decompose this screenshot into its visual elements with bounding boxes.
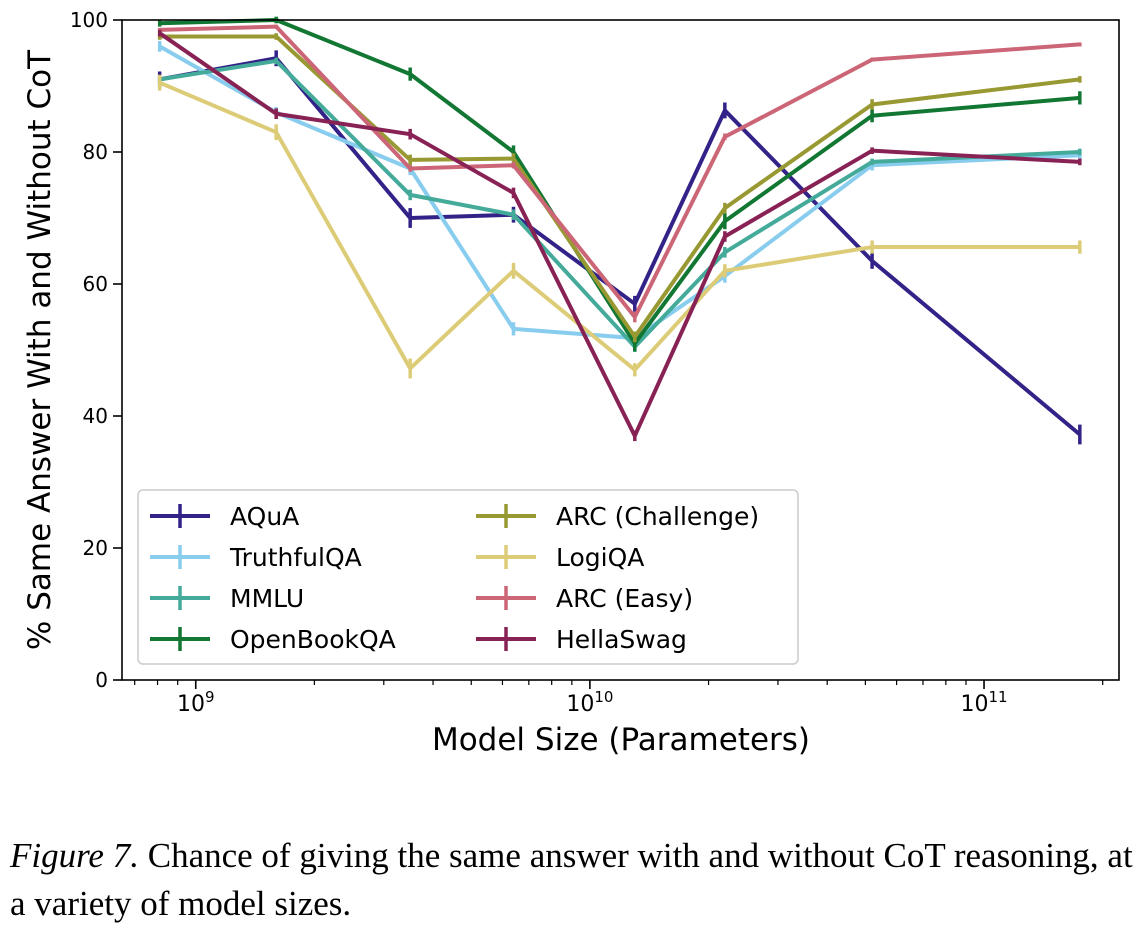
- y-tick-label: 80: [83, 140, 108, 164]
- legend-item: ARC (Easy): [476, 584, 693, 613]
- y-axis-label: % Same Answer With and Without CoT: [22, 49, 58, 650]
- y-tick-label: 60: [83, 272, 108, 296]
- y-tick-label: 20: [83, 536, 108, 560]
- series-6: [157, 24, 1082, 323]
- legend-frame: [137, 489, 799, 665]
- series-layer: [157, 16, 1082, 445]
- legend-label: OpenBookQA: [230, 625, 396, 654]
- figure-caption: Figure 7. Chance of giving the same answ…: [10, 832, 1140, 928]
- series-line: [159, 58, 1080, 349]
- legend-label: ARC (Easy): [556, 584, 693, 613]
- series-7: [157, 29, 1082, 442]
- caption-label: Figure 7.: [10, 836, 139, 875]
- legend-item: OpenBookQA: [150, 625, 396, 654]
- series-line: [159, 24, 1080, 319]
- legend-item: AQuA: [150, 502, 299, 531]
- legend: AQuA TruthfulQA MMLU OpenBookQA ARC (Challen…: [137, 489, 799, 665]
- series-line: [159, 34, 1081, 339]
- x-axis-label: Model Size (Parameters): [432, 722, 810, 758]
- x-axis: 109 1010 1011: [134, 680, 1104, 717]
- legend-label: AQuA: [230, 502, 299, 531]
- legend-label: ARC (Challenge): [556, 502, 759, 531]
- legend-item: HellaSwag: [476, 625, 687, 654]
- series-2: [157, 57, 1082, 352]
- legend-label: MMLU: [230, 584, 304, 613]
- x-tick-label: 1011: [960, 688, 1007, 717]
- y-tick-label: 100: [70, 8, 108, 32]
- caption-text: Chance of giving the same answer with an…: [10, 836, 1133, 923]
- line-chart: 109 1010 1011 0 20 40 60 80 100 Model Size (Par…: [22, 8, 1120, 758]
- series-5: [157, 74, 1082, 379]
- plot-frame: [121, 19, 1120, 681]
- x-tick-label: 1010: [566, 688, 613, 717]
- legend-item: ARC (Challenge): [476, 502, 759, 531]
- y-axis: 0 20 40 60 80 100: [70, 8, 122, 692]
- y-tick-label: 40: [83, 404, 108, 428]
- legend-item: MMLU: [150, 584, 304, 613]
- series-line: [158, 31, 1080, 438]
- x-tick-label: 109: [177, 688, 215, 717]
- series-line: [158, 80, 1080, 372]
- legend-label: LogiQA: [556, 543, 644, 572]
- series-line: [158, 44, 1080, 341]
- legend-label: HellaSwag: [556, 625, 687, 654]
- legend-item: LogiQA: [476, 543, 644, 572]
- legend-item: TruthfulQA: [150, 543, 362, 572]
- legend-label: TruthfulQA: [229, 543, 362, 572]
- y-tick-label: 0: [95, 668, 108, 692]
